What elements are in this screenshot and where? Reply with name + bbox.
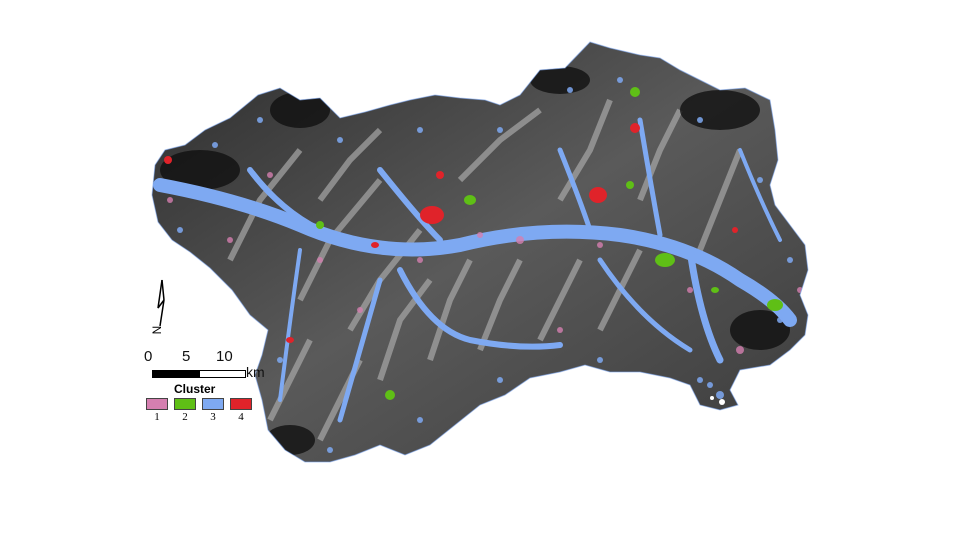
scale-label-0: 0: [144, 348, 153, 365]
scale-label-10: 10: [216, 348, 233, 365]
legend-swatch-1: [146, 398, 168, 410]
cluster-legend: Cluster 1 2 3 4: [140, 382, 260, 426]
cluster-speckle: [164, 77, 803, 453]
shadow-areas: [160, 66, 790, 455]
legend-item-2: 2: [174, 398, 200, 423]
north-arrow-icon: [157, 279, 165, 327]
legend-swatch-3: [202, 398, 224, 410]
legend-swatch-2: [174, 398, 196, 410]
legend-title: Cluster: [174, 382, 216, 396]
legend-item-4: 4: [230, 398, 256, 423]
valley-network: [153, 117, 797, 423]
scale-segment-black: [153, 371, 200, 377]
legend-item-1: 1: [146, 398, 172, 423]
legend-swatch-4: [230, 398, 252, 410]
scale-bar: 0 5 10 km: [140, 348, 270, 384]
north-label: N: [150, 326, 164, 335]
terrain-layer: [152, 42, 808, 462]
legend-label-1: 1: [154, 411, 160, 423]
legend-label-3: 3: [210, 411, 216, 423]
north-arrow: N: [148, 278, 174, 340]
legend-label-2: 2: [182, 411, 188, 423]
scale-unit: km: [246, 364, 265, 380]
legend-label-4: 4: [238, 411, 244, 423]
legend-item-3: 3: [202, 398, 228, 423]
scale-label-5: 5: [182, 348, 191, 365]
scale-track: [152, 370, 246, 378]
